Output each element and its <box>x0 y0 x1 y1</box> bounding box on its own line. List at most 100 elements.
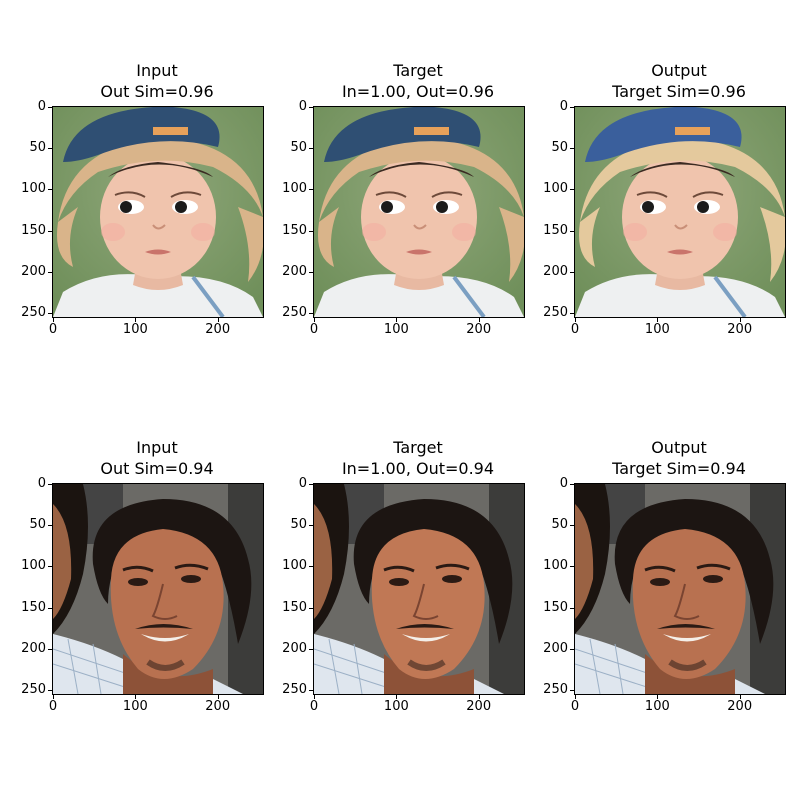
panel-title-line2: Out Sim=0.96 <box>100 82 214 101</box>
y-tick-mark <box>309 312 313 314</box>
y-tick-mark <box>48 566 52 568</box>
y-tick-label: 100 <box>543 181 568 197</box>
y-tick-label: 0 <box>37 476 46 491</box>
x-tick-label: 100 <box>122 699 148 714</box>
y-tick-mark <box>48 148 52 150</box>
x-tick-label: 100 <box>122 322 148 337</box>
x-tick-label: 200 <box>727 699 753 714</box>
x-tick-mark <box>396 318 398 322</box>
x-tick-label: 0 <box>309 699 319 714</box>
y-tick-mark <box>570 607 574 609</box>
panel-title-line1: Target <box>393 438 443 457</box>
panel-image <box>574 483 786 695</box>
x-tick-label: 100 <box>644 322 670 337</box>
y-tick-mark <box>48 230 52 232</box>
y-tick-label: 0 <box>559 99 568 114</box>
panel-title: Target In=1.00, Out=0.96 <box>308 60 528 102</box>
y-tick-mark <box>570 107 574 108</box>
y-tick-label: 100 <box>21 181 46 197</box>
y-tick-mark <box>309 230 313 232</box>
y-tick-label: 50 <box>290 140 307 156</box>
x-tick-label: 0 <box>309 322 319 337</box>
x-tick-label: 200 <box>727 322 753 337</box>
x-tick-mark <box>575 318 576 322</box>
x-tick-label: 0 <box>48 322 58 337</box>
y-tick-mark <box>48 312 52 314</box>
y-tick-label: 100 <box>21 558 46 574</box>
panel-image <box>52 106 264 318</box>
y-tick-label: 250 <box>21 304 46 320</box>
panel-title-line2: In=1.00, Out=0.96 <box>341 82 495 101</box>
y-tick-mark <box>570 566 574 568</box>
y-tick-mark <box>570 271 574 273</box>
y-tick-label: 50 <box>551 517 568 533</box>
x-tick-mark <box>657 695 659 699</box>
y-tick-mark <box>570 525 574 527</box>
y-tick-mark <box>570 648 574 650</box>
y-tick-mark <box>570 689 574 691</box>
y-tick-mark <box>309 648 313 650</box>
panel-title-line2: In=1.00, Out=0.94 <box>341 459 495 478</box>
panel-title-line1: Input <box>136 61 178 80</box>
x-tick-mark <box>53 695 54 699</box>
panel-title: Output Target Sim=0.94 <box>569 437 789 479</box>
panel-title-line1: Target <box>393 61 443 80</box>
x-tick-mark <box>396 695 398 699</box>
y-tick-mark <box>570 189 574 191</box>
y-tick-mark <box>309 689 313 691</box>
x-tick-mark <box>739 695 741 699</box>
y-tick-mark <box>48 107 52 108</box>
y-tick-label: 0 <box>298 99 307 114</box>
y-tick-label: 150 <box>282 222 307 238</box>
x-tick-label: 0 <box>570 322 580 337</box>
y-tick-mark <box>570 148 574 150</box>
y-tick-label: 250 <box>21 681 46 697</box>
x-tick-label: 100 <box>644 699 670 714</box>
panel-title-line1: Input <box>136 438 178 457</box>
y-tick-mark <box>48 189 52 191</box>
y-tick-label: 200 <box>282 640 307 656</box>
y-tick-label: 250 <box>543 304 568 320</box>
y-tick-label: 150 <box>21 599 46 615</box>
y-tick-mark <box>309 271 313 273</box>
x-tick-label: 100 <box>383 322 409 337</box>
x-tick-mark <box>314 318 315 322</box>
panel-title: Input Out Sim=0.96 <box>47 60 267 102</box>
y-tick-mark <box>570 230 574 232</box>
x-tick-mark <box>135 318 137 322</box>
panel-image <box>52 483 264 695</box>
x-tick-mark <box>314 695 315 699</box>
y-tick-mark <box>570 312 574 314</box>
y-tick-label: 200 <box>543 640 568 656</box>
panel-title-line2: Target Sim=0.94 <box>612 459 746 478</box>
y-tick-label: 200 <box>21 263 46 279</box>
y-tick-label: 200 <box>543 263 568 279</box>
y-tick-label: 150 <box>282 599 307 615</box>
y-tick-label: 0 <box>559 476 568 491</box>
x-tick-label: 0 <box>570 699 580 714</box>
y-tick-mark <box>309 107 313 108</box>
x-tick-mark <box>478 695 480 699</box>
x-tick-label: 200 <box>205 322 231 337</box>
y-tick-label: 250 <box>543 681 568 697</box>
y-tick-mark <box>48 607 52 609</box>
y-tick-mark <box>309 484 313 485</box>
panel-title: Target In=1.00, Out=0.94 <box>308 437 528 479</box>
x-tick-mark <box>739 318 741 322</box>
y-tick-label: 100 <box>282 558 307 574</box>
y-tick-label: 150 <box>543 222 568 238</box>
y-tick-label: 100 <box>543 558 568 574</box>
y-tick-label: 0 <box>298 476 307 491</box>
panel-image <box>313 106 525 318</box>
x-tick-label: 200 <box>466 699 492 714</box>
y-tick-label: 50 <box>551 140 568 156</box>
y-tick-label: 150 <box>21 222 46 238</box>
x-tick-mark <box>657 318 659 322</box>
y-tick-label: 200 <box>21 640 46 656</box>
y-tick-mark <box>309 525 313 527</box>
panel-title-line2: Target Sim=0.96 <box>612 82 746 101</box>
y-tick-mark <box>309 189 313 191</box>
y-tick-label: 0 <box>37 99 46 114</box>
panel-title-line1: Output <box>651 438 707 457</box>
y-tick-mark <box>309 566 313 568</box>
